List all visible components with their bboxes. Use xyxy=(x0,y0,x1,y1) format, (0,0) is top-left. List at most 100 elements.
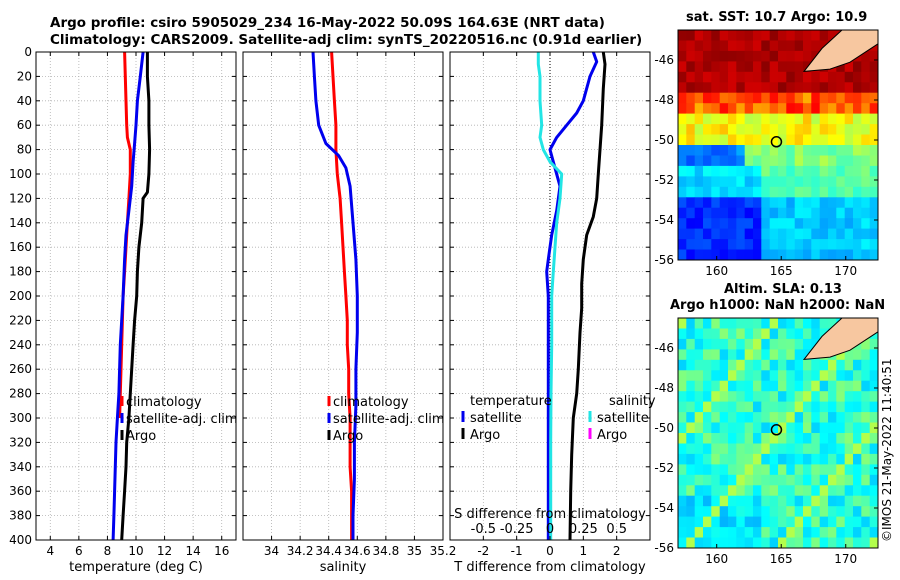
map-cell xyxy=(828,71,837,83)
map-cell xyxy=(761,349,771,361)
map-cell xyxy=(853,464,862,476)
map-cell xyxy=(736,516,746,528)
map-cell xyxy=(828,464,837,476)
map-cell xyxy=(819,485,829,497)
map-cell xyxy=(786,218,796,230)
map-cell xyxy=(719,495,729,507)
map-cell xyxy=(719,464,729,476)
map-cell xyxy=(836,239,846,251)
map-cell xyxy=(786,380,796,392)
map-cell xyxy=(778,380,787,392)
map-cell xyxy=(761,370,771,382)
map-cell xyxy=(694,485,704,497)
map-cell xyxy=(711,485,721,497)
map-cell xyxy=(753,239,762,251)
x-axis-label: temperature (deg C) xyxy=(69,560,203,575)
map-cell xyxy=(869,145,879,156)
map-cell xyxy=(786,516,796,528)
map-cell xyxy=(861,359,871,371)
map-cell xyxy=(728,228,737,240)
map-cell xyxy=(844,207,854,219)
map-cell xyxy=(778,50,787,62)
map-cell xyxy=(844,537,854,549)
map-cell xyxy=(794,197,804,209)
legend-label: satellite xyxy=(470,411,522,426)
map-cell xyxy=(753,495,762,507)
map-cell xyxy=(861,197,871,209)
map-cell xyxy=(819,186,829,198)
map-cell xyxy=(869,370,879,382)
map-cell xyxy=(811,485,821,497)
map-cell xyxy=(811,359,821,371)
map-cell xyxy=(736,249,746,261)
map-cell xyxy=(703,124,712,136)
map-cell xyxy=(678,318,687,329)
map-cell xyxy=(744,155,754,167)
map-cell xyxy=(711,92,721,104)
map-cell xyxy=(869,412,879,424)
map-cell xyxy=(844,103,854,115)
map-cell xyxy=(853,71,862,83)
map-cell xyxy=(811,228,821,240)
y-tick-label: 40 xyxy=(17,94,32,108)
map-cell xyxy=(836,537,846,549)
map-cell xyxy=(869,71,879,83)
map-cell xyxy=(728,92,737,104)
header-line-2: Climatology: CARS2009. Satellite-adj cli… xyxy=(50,32,643,48)
map-cell xyxy=(769,165,779,177)
map-cell xyxy=(753,249,762,261)
map-cell xyxy=(678,134,687,146)
map-cell xyxy=(728,50,737,62)
map-cell xyxy=(719,453,729,465)
map-cell xyxy=(736,380,746,392)
map-cell xyxy=(828,124,837,136)
map-cell xyxy=(869,537,879,549)
map-cell xyxy=(694,113,704,125)
legend-title-salinity: salinity xyxy=(609,394,656,409)
map-cell xyxy=(711,50,721,62)
map-cell xyxy=(711,412,721,424)
legend-label: Argo xyxy=(597,428,627,443)
map-cell xyxy=(778,474,787,486)
map-cell xyxy=(786,40,796,52)
map-cell xyxy=(694,155,704,167)
x-tick-label: 16 xyxy=(214,544,229,558)
map-cell xyxy=(686,124,696,136)
map-cell xyxy=(686,412,696,424)
map-cell xyxy=(719,412,729,424)
map-cell xyxy=(736,328,746,340)
map-cell xyxy=(836,464,846,476)
map-cell xyxy=(736,155,746,167)
map-cell xyxy=(869,176,879,188)
y-tick-label: 380 xyxy=(9,509,32,523)
map-cell xyxy=(744,30,754,41)
map-cell xyxy=(853,453,862,465)
map-cell xyxy=(703,318,712,329)
map-cell xyxy=(861,391,871,403)
map-cell xyxy=(819,197,829,209)
map-cell xyxy=(694,71,704,83)
map-cell xyxy=(719,474,729,486)
map-cell xyxy=(869,218,879,230)
map-cell xyxy=(803,453,812,465)
map-cell xyxy=(753,506,762,518)
map-cell xyxy=(753,186,762,198)
map-cell xyxy=(861,113,871,125)
map-cell xyxy=(819,218,829,230)
map-cell xyxy=(869,197,879,209)
map-cell xyxy=(761,82,771,94)
map-cell xyxy=(861,239,871,251)
map-cell xyxy=(786,412,796,424)
map-cell xyxy=(744,92,754,104)
map-cell xyxy=(836,370,846,382)
map-cell xyxy=(803,239,812,251)
map-cell xyxy=(853,155,862,167)
map-cell xyxy=(794,103,804,115)
map-cell xyxy=(728,412,737,424)
map-cell xyxy=(728,474,737,486)
map-cell xyxy=(761,30,771,41)
map-cell xyxy=(744,349,754,361)
map-cell xyxy=(803,422,812,434)
x-tick-label: 12 xyxy=(157,544,172,558)
map-cell xyxy=(861,186,871,198)
